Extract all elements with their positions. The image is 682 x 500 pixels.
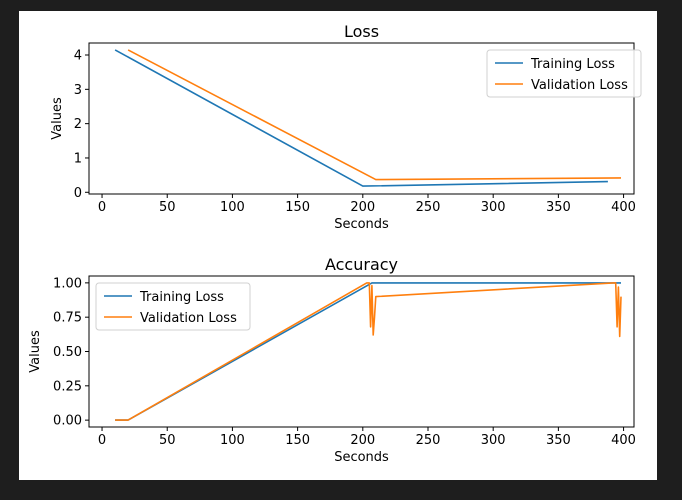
x-tick-label: 400 [611,200,636,215]
x-tick-label: 350 [546,200,571,215]
x-tick-label: 150 [285,433,310,448]
legend: Training Loss Validation Loss [95,282,251,331]
x-tick-label: 150 [285,200,310,215]
x-axis-label: Seconds [334,450,389,465]
legend-label: Validation Loss [531,78,628,93]
x-tick-label: 100 [220,433,245,448]
y-tick-label: 0.00 [53,414,82,429]
x-tick-label: 0 [98,433,106,448]
y-tick-label: 0.25 [53,379,82,394]
x-axis-label: Seconds [334,217,389,232]
legend-box [95,282,251,331]
x-tick-label: 200 [350,200,375,215]
legend-label: Validation Loss [140,311,237,326]
axes-frame [88,275,635,428]
x-tick-label: 50 [159,200,176,215]
chart-svg: Loss 0 50 100 150 200 250 300 350 400 0 1 2 3 4 Seconds… [28,22,642,465]
x-tick-label: 100 [220,200,245,215]
legend-box [486,49,642,98]
x-tick-label: 350 [546,433,571,448]
x-tick-label: 300 [481,433,506,448]
y-tick-label: 0 [74,186,82,201]
x-tick-label: 50 [159,433,176,448]
series-line-validation-loss [127,49,622,181]
x-tick-label: 300 [481,200,506,215]
chart-panel-2: Accuracy 0 50 100 150 200 250 300 350 400 0.00 0.25… [28,255,636,465]
x-tick-label: 0 [98,200,106,215]
chart-title: Accuracy [325,255,398,274]
y-tick-label: 3 [74,83,82,98]
y-tick-label: 2 [74,117,82,132]
y-axis-label: Values [50,97,65,140]
x-tick-label: 200 [350,433,375,448]
chart-title: Loss [344,22,379,41]
y-tick-label: 0.75 [53,311,82,326]
x-tick-label: 250 [416,200,441,215]
x-tick-label: 400 [611,433,636,448]
y-tick-label: 1 [74,151,82,166]
x-tick-label: 250 [416,433,441,448]
series-line-training-loss [114,49,608,187]
y-tick-label: 1.00 [53,276,82,291]
y-tick-label: 0.50 [53,345,82,360]
figure: Loss 0 50 100 150 200 250 300 350 400 0 1 2 3 4 Seconds… [19,11,657,480]
y-tick-label: 4 [74,49,82,64]
legend-label: Training Loss [139,290,224,305]
legend: Training Loss Validation Loss [486,49,642,98]
legend-label: Training Loss [530,57,615,72]
y-axis-label: Values [28,330,43,373]
chart-panel-1: Loss 0 50 100 150 200 250 300 350 400 0 1 2 3 4 Seconds… [50,22,642,232]
axes-frame [88,42,635,195]
series-line-validation-loss [115,282,622,421]
